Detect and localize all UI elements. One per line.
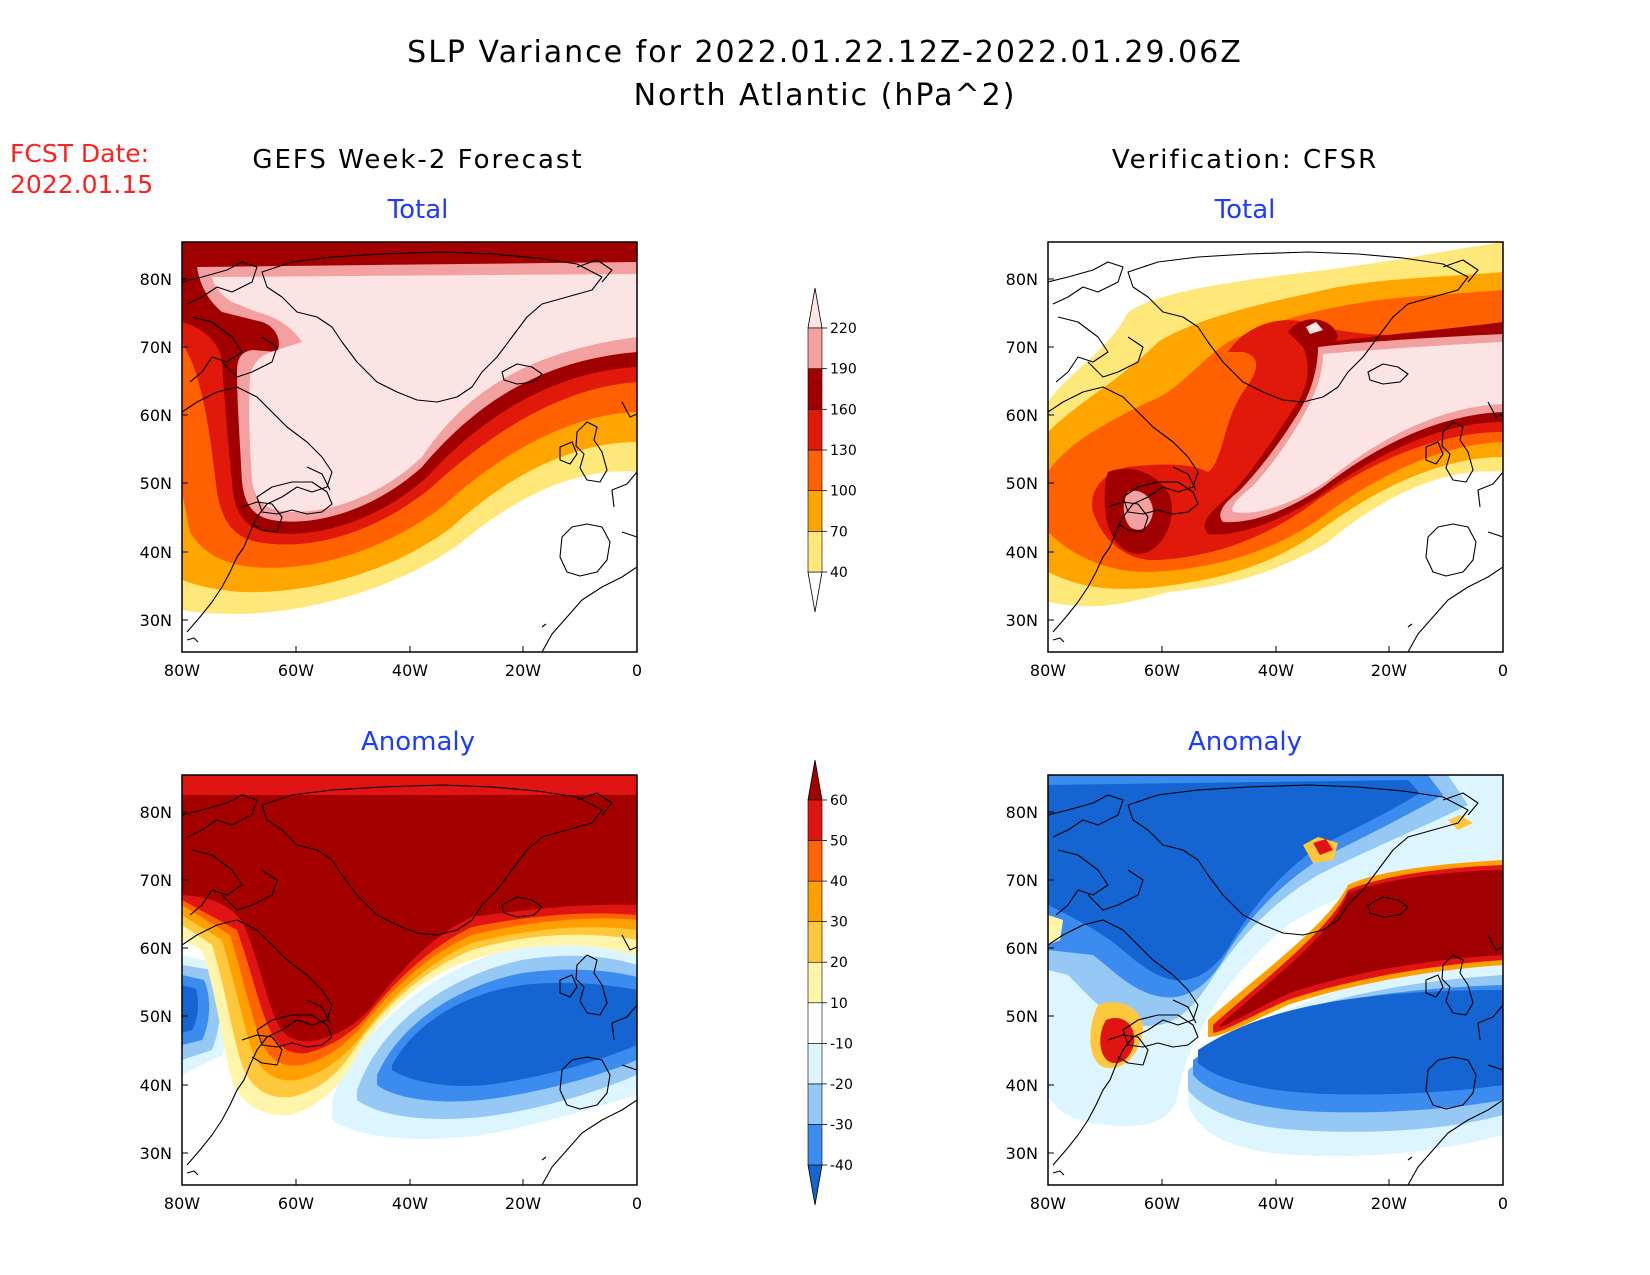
colorbar-segment <box>807 368 823 410</box>
lat-label: 70N <box>1006 871 1038 890</box>
panel-title-forecast-total: Total <box>387 195 449 225</box>
lat-label: 70N <box>140 871 172 890</box>
colorbar-label: 40 <box>830 565 848 581</box>
lat-label: 60N <box>140 939 172 958</box>
lon-label: 40W <box>392 1194 428 1213</box>
right-column-title: Verification: CFSR <box>1112 145 1378 175</box>
lon-label: 40W <box>1258 661 1294 680</box>
axis-labels: 80N 70N 60N 50N 40N 30N 80W 60W 40W 20W 0 80N 70N 60N… <box>140 270 1508 1213</box>
panel-title-verification-anomaly: Anomaly <box>1188 727 1302 757</box>
colorbar-segment <box>807 880 823 922</box>
colorbar-segment <box>807 327 823 369</box>
colorbar-segment <box>807 409 823 451</box>
colorbar-label: 190 <box>830 362 857 378</box>
lon-label: 0 <box>632 661 642 680</box>
lon-label: 20W <box>505 661 541 680</box>
lat-label: 40N <box>140 1076 172 1095</box>
colorbar-segment <box>807 799 823 841</box>
colorbar-segment <box>807 1124 823 1166</box>
colorbar-label: 100 <box>830 484 857 500</box>
main-subtitle: North Atlantic (hPa^2) <box>634 78 1017 113</box>
panel-title-forecast-anomaly: Anomaly <box>361 727 475 757</box>
colorbar-segment <box>807 961 823 1004</box>
colorbar-label: 220 <box>830 321 857 337</box>
colorbar-anomaly: -40 -30 -20 -10 10 20 30 40 50 60 <box>807 759 853 1206</box>
lon-label: 60W <box>278 1194 314 1213</box>
colorbar-segment <box>807 759 823 801</box>
colorbar-label: 60 <box>830 793 848 809</box>
colorbar-label: -40 <box>830 1158 853 1174</box>
colorbar-segment <box>807 1043 823 1085</box>
colorbar-label: -30 <box>830 1117 853 1133</box>
lat-label: 60N <box>140 406 172 425</box>
colorbar-segment <box>807 1002 823 1044</box>
lon-label: 80W <box>1030 661 1066 680</box>
colorbar-segment <box>807 449 823 491</box>
fcst-date-value: 2022.01.15 <box>10 170 153 199</box>
lat-label: 60N <box>1006 939 1038 958</box>
lat-label: 30N <box>140 611 172 630</box>
lon-label: 20W <box>505 1194 541 1213</box>
map-panel-forecast-total <box>181 241 638 653</box>
lat-label: 80N <box>140 270 172 289</box>
lon-label: 60W <box>1144 1194 1180 1213</box>
colorbar-label: 130 <box>830 443 857 459</box>
lon-label: 20W <box>1371 1194 1407 1213</box>
lat-label: 50N <box>140 474 172 493</box>
colorbar-label: 70 <box>830 524 848 540</box>
panel-title-verification-total: Total <box>1214 195 1276 225</box>
lat-label: 40N <box>1006 1076 1038 1095</box>
lat-label: 40N <box>1006 543 1038 562</box>
colorbar-segment <box>807 490 823 532</box>
lat-label: 50N <box>140 1007 172 1026</box>
lon-label: 0 <box>1498 661 1508 680</box>
colorbar-segment <box>807 921 823 963</box>
lon-label: 0 <box>632 1194 642 1213</box>
lat-label: 80N <box>1006 270 1038 289</box>
map-panel-verification-total <box>1047 241 1504 653</box>
lon-label: 60W <box>1144 661 1180 680</box>
lat-label: 60N <box>1006 406 1038 425</box>
colorbar-segment <box>807 1164 823 1206</box>
lat-label: 70N <box>140 338 172 357</box>
colorbar-label: 10 <box>830 996 848 1012</box>
lat-label: 50N <box>1006 474 1038 493</box>
colorbar-label: 20 <box>830 955 848 971</box>
lon-label: 80W <box>164 661 200 680</box>
colorbar-segment <box>807 531 823 573</box>
lon-label: 0 <box>1498 1194 1508 1213</box>
lat-label: 70N <box>1006 338 1038 357</box>
lat-label: 30N <box>1006 611 1038 630</box>
map-panel-verification-anomaly <box>1047 774 1504 1186</box>
lon-label: 40W <box>392 661 428 680</box>
colorbar-segment <box>807 571 823 613</box>
lon-label: 60W <box>278 661 314 680</box>
colorbar-label: 40 <box>830 874 848 890</box>
colorbar-label: 160 <box>830 402 857 418</box>
main-title: SLP Variance for 2022.01.22.12Z-2022.01.… <box>407 35 1243 70</box>
lat-label: 80N <box>1006 803 1038 822</box>
lon-label: 80W <box>164 1194 200 1213</box>
lon-label: 20W <box>1371 661 1407 680</box>
colorbar-label: 30 <box>830 915 848 931</box>
lat-label: 50N <box>1006 1007 1038 1026</box>
lat-label: 30N <box>140 1144 172 1163</box>
colorbar-label: 50 <box>830 834 848 850</box>
colorbar-label: -20 <box>830 1077 853 1093</box>
lat-label: 80N <box>140 803 172 822</box>
map-panel-forecast-anomaly <box>181 774 638 1186</box>
colorbar-label: -10 <box>830 1036 853 1052</box>
lon-label: 40W <box>1258 1194 1294 1213</box>
colorbar-segment <box>807 840 823 882</box>
lat-label: 40N <box>140 543 172 562</box>
left-column-title: GEFS Week-2 Forecast <box>252 145 583 175</box>
colorbar-segment <box>807 1083 823 1125</box>
fcst-date-label: FCST Date: <box>10 139 149 168</box>
lon-label: 80W <box>1030 1194 1066 1213</box>
colorbar-segment <box>807 287 823 329</box>
lat-label: 30N <box>1006 1144 1038 1163</box>
colorbar-total: 40 70 100 130 160 190 220 <box>807 287 857 613</box>
